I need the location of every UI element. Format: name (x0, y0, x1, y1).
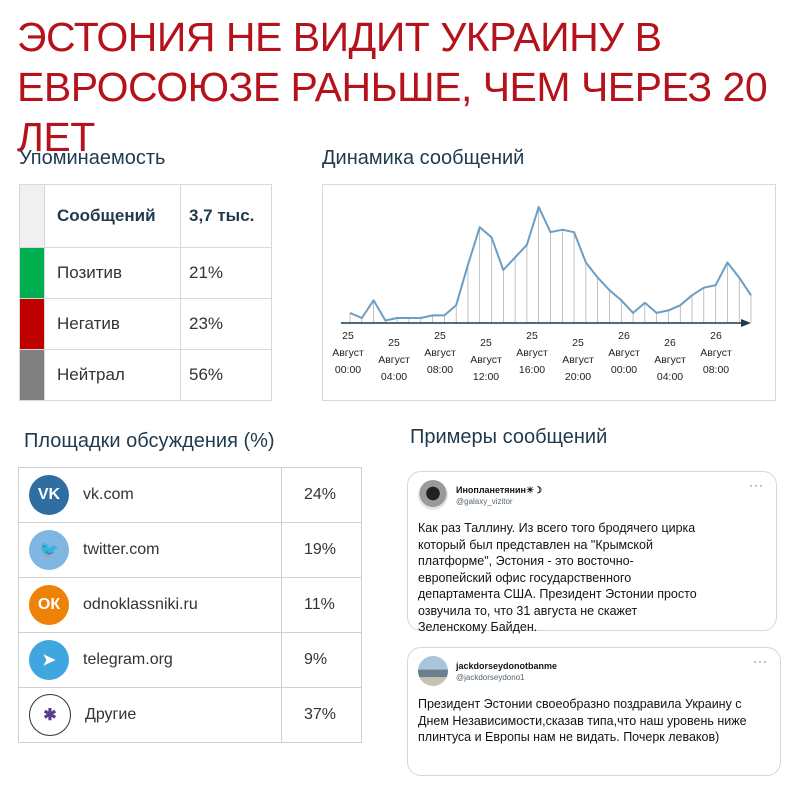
x-tick-label: 25 (526, 330, 538, 342)
tweet-card[interactable]: jackdorseydonotbanme @jackdorseydono1 ··… (407, 647, 781, 776)
vk-logo-icon: VK (29, 475, 69, 515)
mentions-label: Сообщений (44, 184, 181, 248)
platform-percent: 24% (281, 467, 362, 523)
series-line (349, 206, 752, 322)
tweet-author-handle: @galaxy_vizitor (456, 496, 513, 506)
x-tick-label: 26 (618, 330, 630, 342)
examples-heading: Примеры сообщений (410, 426, 608, 448)
x-tick-label: 12:00 (473, 371, 499, 383)
telegram-logo-icon: ➤ (29, 640, 69, 680)
platform-percent: 19% (281, 522, 362, 578)
x-tick-label: Август (424, 347, 456, 359)
color-swatch (19, 184, 45, 248)
mentions-value: 23% (180, 298, 272, 350)
x-tick-label: 26 (710, 330, 722, 342)
tweet-author-handle: @jackdorseydono1 (456, 672, 525, 682)
color-swatch (19, 247, 45, 299)
x-tick-label: 20:00 (565, 371, 591, 383)
x-tick-label: Август (470, 354, 502, 366)
more-options-icon[interactable]: ··· (753, 654, 768, 668)
tweet-text: Президент Эстонии своеобразно поздравила… (418, 697, 747, 744)
avatar (418, 656, 448, 686)
platform-row-telegram: ➤ telegram.org 9% (18, 632, 362, 688)
mentions-value: 3,7 тыс. (180, 184, 272, 248)
mentions-row-negative: Негатив 23% (19, 298, 272, 350)
mentions-label: Нейтрал (44, 349, 181, 401)
tweet-author-name: Инопланетянин☀☽ (456, 484, 543, 495)
tweet-author-name: jackdorseydonotbanme (456, 660, 558, 671)
x-tick-label: 00:00 (335, 364, 361, 376)
mentions-row-positive: Позитив 21% (19, 247, 272, 299)
tweet-header: Инопланетянин☀☽ @galaxy_vizitor (418, 480, 542, 510)
x-tick-label: 16:00 (519, 364, 545, 376)
mentions-table: Сообщений 3,7 тыс. Позитив 21% Негатив 2… (19, 184, 272, 401)
platform-row-vk: VK vk.com 24% (18, 467, 362, 523)
dynamics-chart-frame: 25 Август 00:00 25 Август 04:00 25 Август 08:00 2… (322, 184, 776, 401)
x-axis-arrow (741, 319, 751, 327)
platform-row-other: ✱ Другие 37% (18, 687, 362, 743)
odnoklassniki-logo-icon: ОК (29, 585, 69, 625)
platform-name: Другие (85, 706, 137, 723)
mentions-value: 56% (180, 349, 272, 401)
mentions-row-neutral: Нейтрал 56% (19, 349, 272, 401)
mentions-heading: Упоминаемость (19, 147, 166, 169)
color-swatch (19, 298, 45, 350)
x-tick-label: Август (700, 347, 732, 359)
platforms-table: VK vk.com 24% 🐦 twitter.com 19% ОК odnok… (18, 467, 362, 743)
platform-name: vk.com (83, 486, 134, 503)
avatar (418, 480, 448, 510)
mentions-row-total: Сообщений 3,7 тыс. (19, 184, 272, 248)
x-tick-label: Август (654, 354, 686, 366)
x-tick-label: 04:00 (381, 371, 407, 383)
mentions-label: Негатив (44, 298, 181, 350)
mentions-value: 21% (180, 247, 272, 299)
more-options-icon[interactable]: ··· (749, 478, 764, 492)
tweet-header: jackdorseydonotbanme @jackdorseydono1 (418, 656, 557, 686)
x-tick-label: Август (562, 354, 594, 366)
network-globe-icon: ✱ (29, 694, 71, 736)
x-tick-label: Август (378, 354, 410, 366)
x-tick-label: 04:00 (657, 371, 683, 383)
x-tick-label: 25 (572, 337, 584, 349)
tweet-text: Как раз Таллину. Из всего того бродячего… (418, 521, 697, 634)
x-tick-label: 25 (434, 330, 446, 342)
x-tick-label: Август (516, 347, 548, 359)
x-tick-label: 08:00 (427, 364, 453, 376)
x-tick-label: 25 (342, 330, 354, 342)
x-tick-label: Август (332, 347, 364, 359)
platform-row-odnoklassniki: ОК odnoklassniki.ru 11% (18, 577, 362, 633)
x-tick-label: 25 (480, 337, 492, 349)
dynamics-heading: Динамика сообщений (322, 147, 525, 169)
tweet-card[interactable]: Инопланетянин☀☽ @galaxy_vizitor ··· Как … (407, 471, 777, 634)
x-tick-label: 08:00 (703, 364, 729, 376)
platforms-heading: Площадки обсуждения (%) (24, 430, 275, 452)
platform-name: telegram.org (83, 651, 173, 668)
x-tick-label: 00:00 (611, 364, 637, 376)
x-tick-label: Август (608, 347, 640, 359)
color-swatch (19, 349, 45, 401)
x-tick-label: 26 (664, 337, 676, 349)
dynamics-chart: 25 Август 00:00 25 Август 04:00 25 Август 08:00 2… (332, 206, 752, 383)
title-line-1: ЭСТОНИЯ НЕ ВИДИТ УКРАИНУ В (17, 14, 662, 60)
mentions-label: Позитив (44, 247, 181, 299)
platform-percent: 37% (281, 687, 362, 743)
platform-percent: 11% (281, 577, 362, 633)
title-line-2: ЕВРОСОЮЗЕ РАНЬШЕ, ЧЕМ ЧЕРЕЗ 20 ЛЕТ (17, 64, 768, 160)
platform-percent: 9% (281, 632, 362, 688)
platform-row-twitter: 🐦 twitter.com 19% (18, 522, 362, 578)
page-title: ЭСТОНИЯ НЕ ВИДИТ УКРАИНУ В ЕВРОСОЮЗЕ РАН… (17, 12, 787, 162)
platform-name: odnoklassniki.ru (83, 596, 198, 613)
x-tick-label: 25 (388, 337, 400, 349)
twitter-logo-icon: 🐦 (29, 530, 69, 570)
platform-name: twitter.com (83, 541, 160, 558)
